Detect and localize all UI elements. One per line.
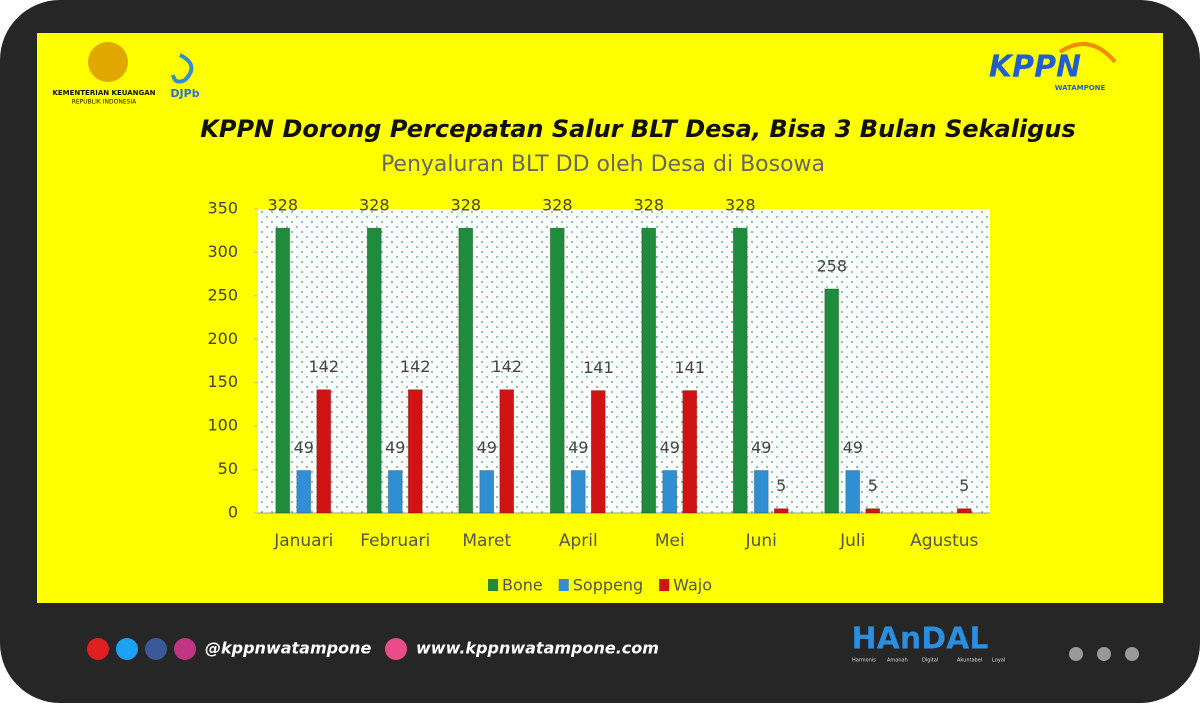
brand: KPPN xyxy=(989,50,1081,85)
dot xyxy=(1097,647,1111,661)
motto-words: Harmonis Amanah Digital Akuntabel Loyal xyxy=(852,658,1005,664)
bar xyxy=(387,469,403,514)
value-label: 142 xyxy=(308,357,339,376)
x-tick-label: Februari xyxy=(360,531,430,551)
motto-word: Digital xyxy=(922,658,938,664)
bar xyxy=(407,389,423,514)
bar xyxy=(753,469,769,514)
y-tick-label: 200 xyxy=(207,329,238,348)
value-label: 49 xyxy=(660,438,680,457)
value-label: 49 xyxy=(751,438,771,457)
bar xyxy=(570,469,586,514)
x-tick-label: Juni xyxy=(745,531,777,551)
y-tick-label: 300 xyxy=(207,242,238,261)
value-label: 328 xyxy=(359,196,390,215)
value-label: 258 xyxy=(816,256,847,275)
value-label: 328 xyxy=(267,196,298,215)
y-tick-label: 250 xyxy=(207,285,238,304)
djpb-logo xyxy=(171,53,194,84)
x-tick-label: Mei xyxy=(655,531,685,551)
value-label: 328 xyxy=(450,196,481,215)
value-label: 5 xyxy=(959,476,969,495)
bar xyxy=(662,469,678,514)
bar xyxy=(845,469,861,514)
bar xyxy=(549,227,565,514)
handle: @kppnwatampone xyxy=(205,639,371,658)
bar xyxy=(682,390,698,514)
motto-word: Harmonis xyxy=(852,658,876,664)
value-label: 142 xyxy=(400,357,431,376)
brand-swoosh xyxy=(1058,42,1117,64)
y-tick-label: 100 xyxy=(207,416,238,435)
value-label: 328 xyxy=(725,196,756,215)
value-label: 49 xyxy=(294,438,314,457)
ministry: KEMENTERIAN KEUANGAN xyxy=(52,89,155,97)
x-tick-label: Maret xyxy=(462,531,511,551)
bar xyxy=(865,508,881,514)
x-tick-label: Januari xyxy=(273,531,333,551)
bar xyxy=(499,389,515,514)
bar xyxy=(641,227,657,514)
y-tick-label: 150 xyxy=(207,372,238,391)
chart-title: Penyaluran BLT DD oleh Desa di Bosowa xyxy=(381,152,825,177)
country: REPUBLIK INDONESIA xyxy=(72,99,137,106)
y-tick-label: 50 xyxy=(218,459,238,478)
x-tick-label: April xyxy=(559,531,598,551)
value-label: 5 xyxy=(776,476,786,495)
y-tick-label: 0 xyxy=(228,503,238,522)
x-tick-label: Agustus xyxy=(910,531,978,551)
value-label: 5 xyxy=(868,476,878,495)
value-label: 328 xyxy=(633,196,664,215)
instagram-icon xyxy=(174,638,196,660)
bar xyxy=(590,390,606,514)
bar xyxy=(732,227,748,514)
office: WATAMPONE xyxy=(1055,84,1106,92)
x-tick-label: Juli xyxy=(839,531,865,551)
motto: HAnDAL xyxy=(852,622,989,657)
facebook-icon xyxy=(145,638,167,660)
twitter-icon xyxy=(116,638,138,660)
motto-word: Loyal xyxy=(992,658,1005,664)
youtube-icon xyxy=(87,638,109,660)
y-tick-label: 350 xyxy=(207,199,238,218)
value-label: 49 xyxy=(385,438,405,457)
value-label: 141 xyxy=(674,358,705,377)
legend-label: Soppeng xyxy=(573,576,643,595)
bar xyxy=(773,508,789,514)
legend-swatch xyxy=(659,579,670,591)
legend-swatch xyxy=(488,579,498,591)
web-icon xyxy=(385,638,407,660)
bar xyxy=(316,389,332,514)
dot xyxy=(1125,647,1139,661)
website: www.kppnwatampone.com xyxy=(416,639,659,658)
bar xyxy=(296,469,312,514)
djpb: DJPb xyxy=(170,87,199,100)
bar xyxy=(366,227,382,514)
bar xyxy=(824,288,840,514)
value-label: 328 xyxy=(542,196,573,215)
headline: KPPN Dorong Percepatan Salur BLT Desa, B… xyxy=(200,115,1075,143)
motto-word: Amanah xyxy=(887,658,908,664)
dot xyxy=(1069,647,1083,661)
bar xyxy=(458,227,474,514)
value-label: 141 xyxy=(583,358,614,377)
value-label: 49 xyxy=(477,438,497,457)
legend-label: Bone xyxy=(502,576,543,595)
legend-label: Wajo xyxy=(673,576,712,595)
motto-word: Akuntabel xyxy=(957,658,982,664)
value-label: 49 xyxy=(568,438,588,457)
legend-swatch xyxy=(558,579,569,591)
value-label: 49 xyxy=(843,438,863,457)
ministry-emblem xyxy=(88,42,128,82)
bar xyxy=(275,227,291,514)
bar xyxy=(956,508,972,514)
value-label: 142 xyxy=(491,357,522,376)
bar xyxy=(479,469,495,514)
chart: 0 50 100 150 200 250 300 350 Januari 328 49 142 Febr… xyxy=(207,196,978,595)
